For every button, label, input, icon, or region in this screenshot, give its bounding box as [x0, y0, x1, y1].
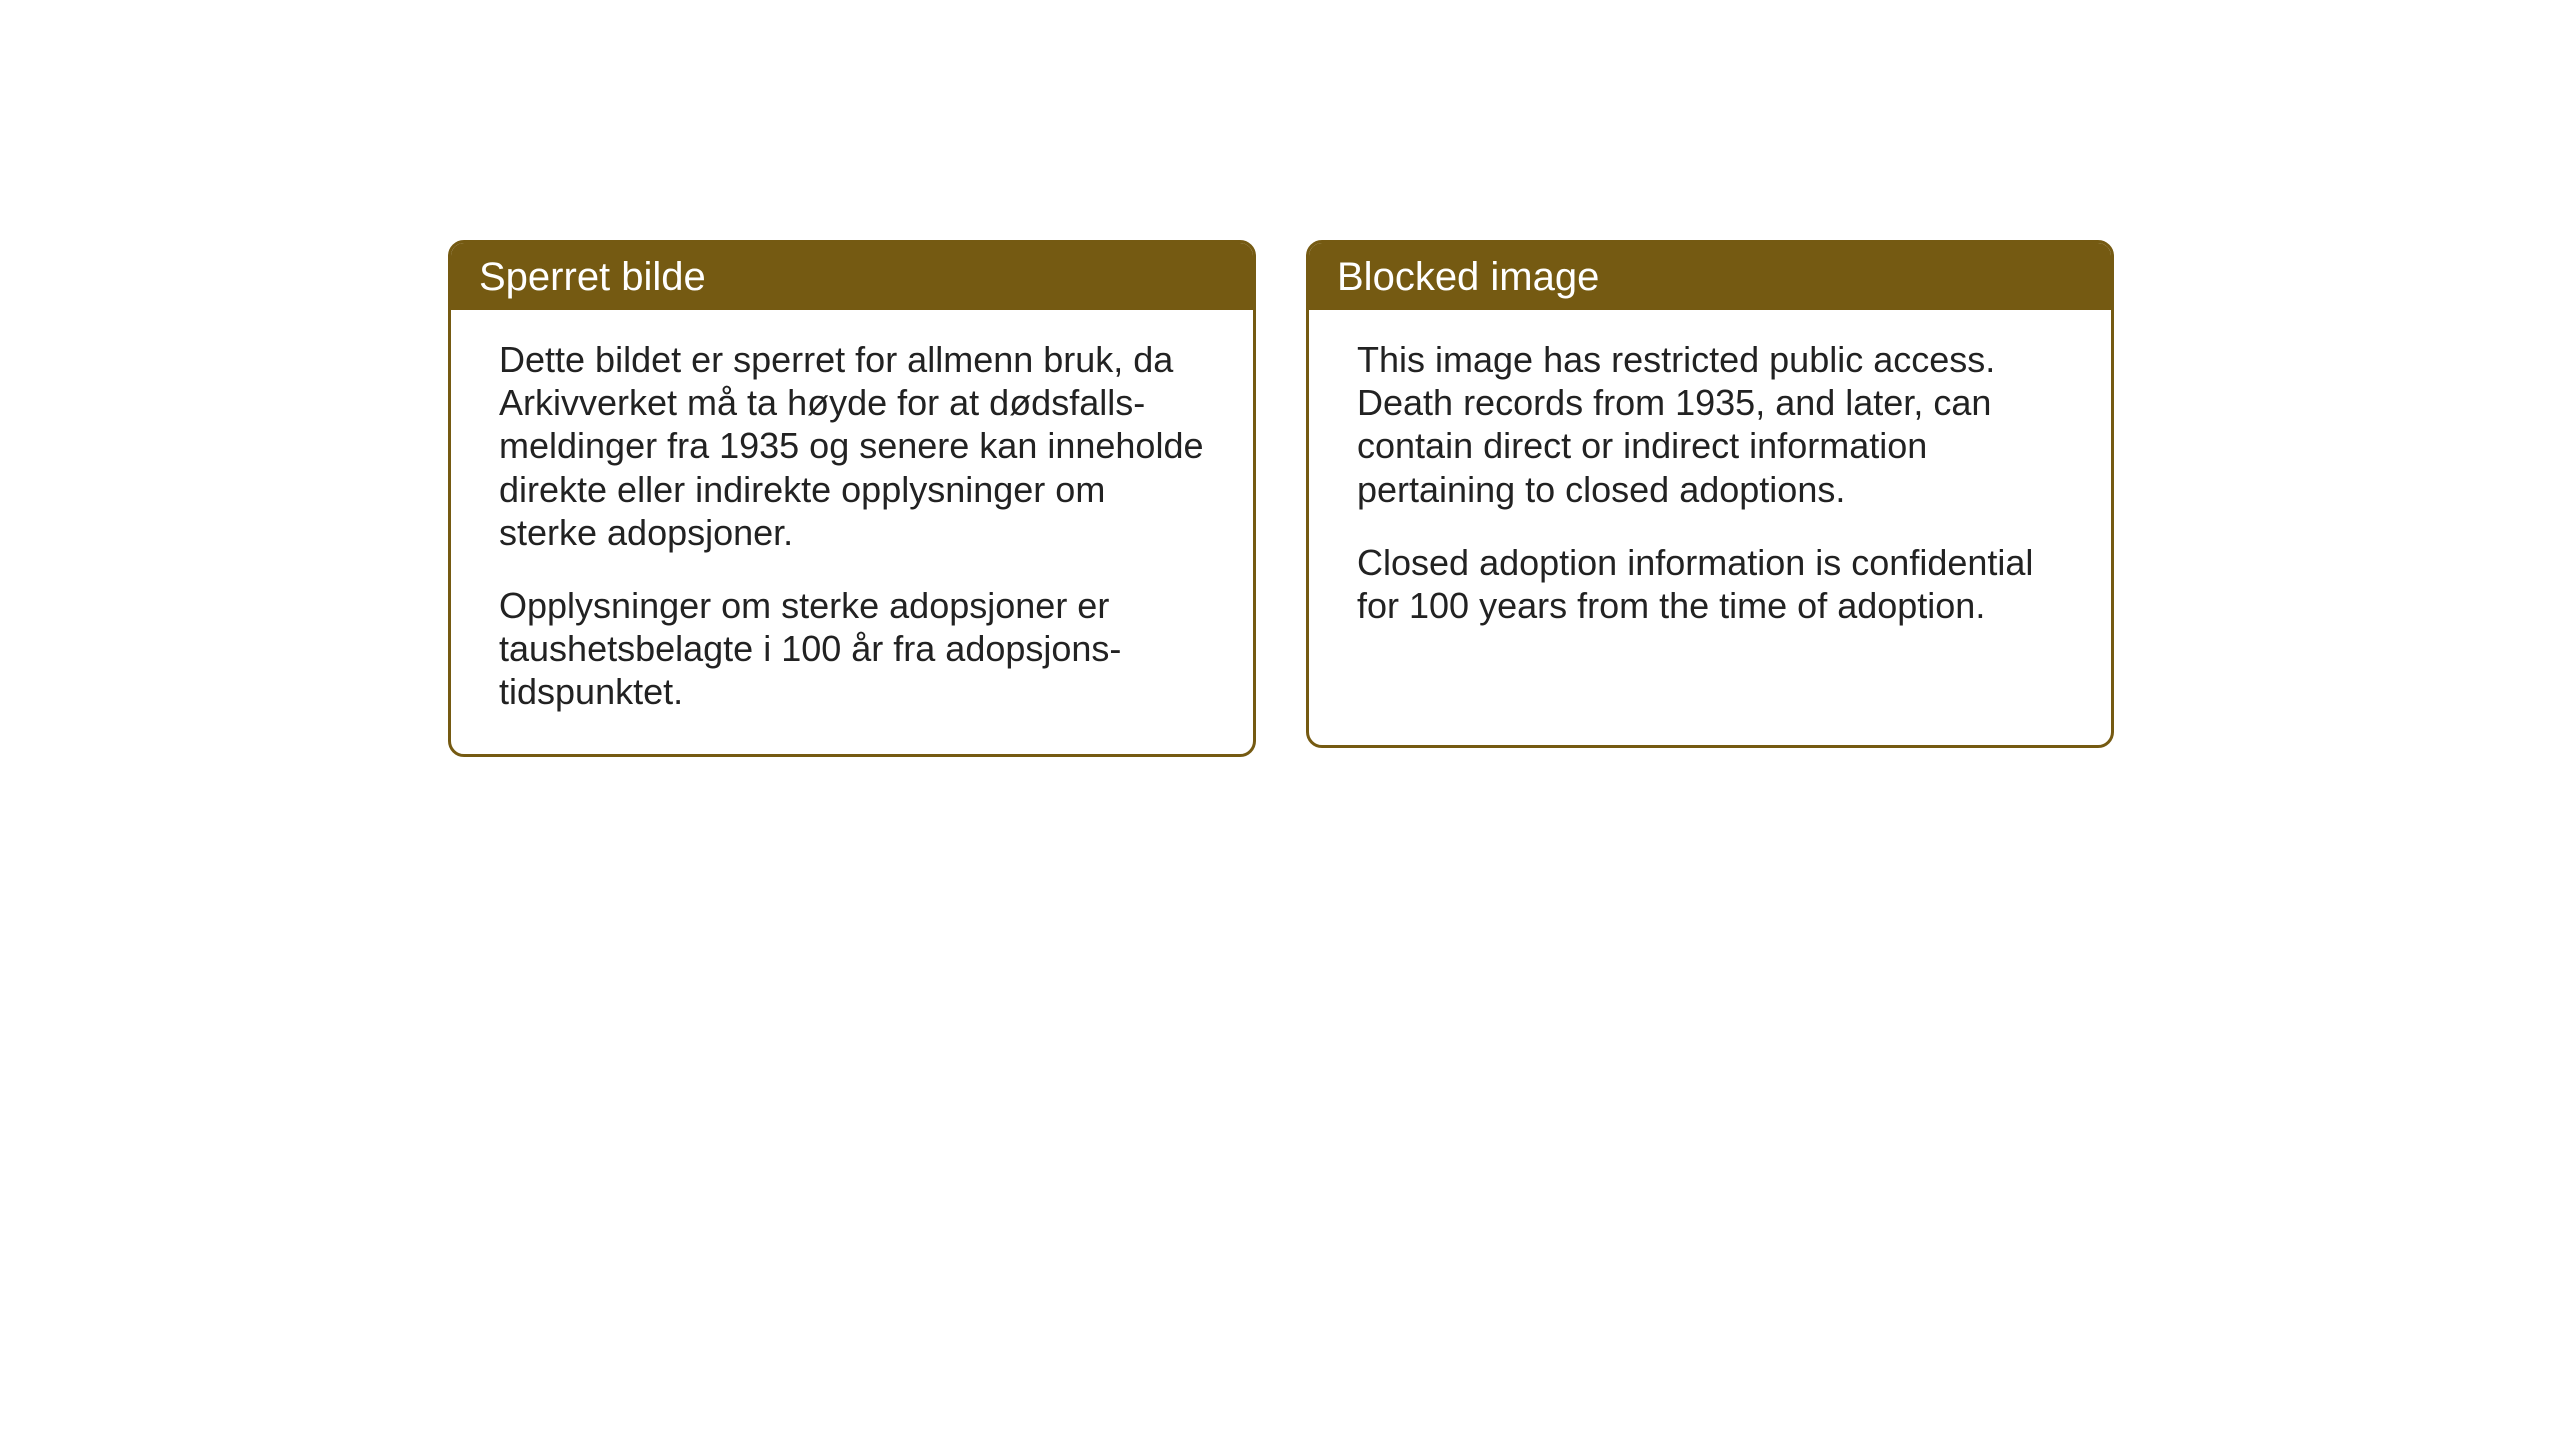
card-title-norwegian: Sperret bilde [479, 255, 706, 299]
card-header-english: Blocked image [1309, 243, 2111, 310]
card-paragraph-2-english: Closed adoption information is confident… [1357, 541, 2063, 627]
card-paragraph-1-english: This image has restricted public access.… [1357, 338, 2063, 511]
card-title-english: Blocked image [1337, 255, 1599, 299]
cards-container: Sperret bilde Dette bildet er sperret fo… [448, 240, 2114, 757]
card-body-english: This image has restricted public access.… [1309, 310, 2111, 667]
card-header-norwegian: Sperret bilde [451, 243, 1253, 310]
card-paragraph-1-norwegian: Dette bildet er sperret for allmenn bruk… [499, 338, 1205, 554]
blocked-image-card-english: Blocked image This image has restricted … [1306, 240, 2114, 748]
card-body-norwegian: Dette bildet er sperret for allmenn bruk… [451, 310, 1253, 754]
card-paragraph-2-norwegian: Opplysninger om sterke adopsjoner er tau… [499, 584, 1205, 714]
blocked-image-card-norwegian: Sperret bilde Dette bildet er sperret fo… [448, 240, 1256, 757]
